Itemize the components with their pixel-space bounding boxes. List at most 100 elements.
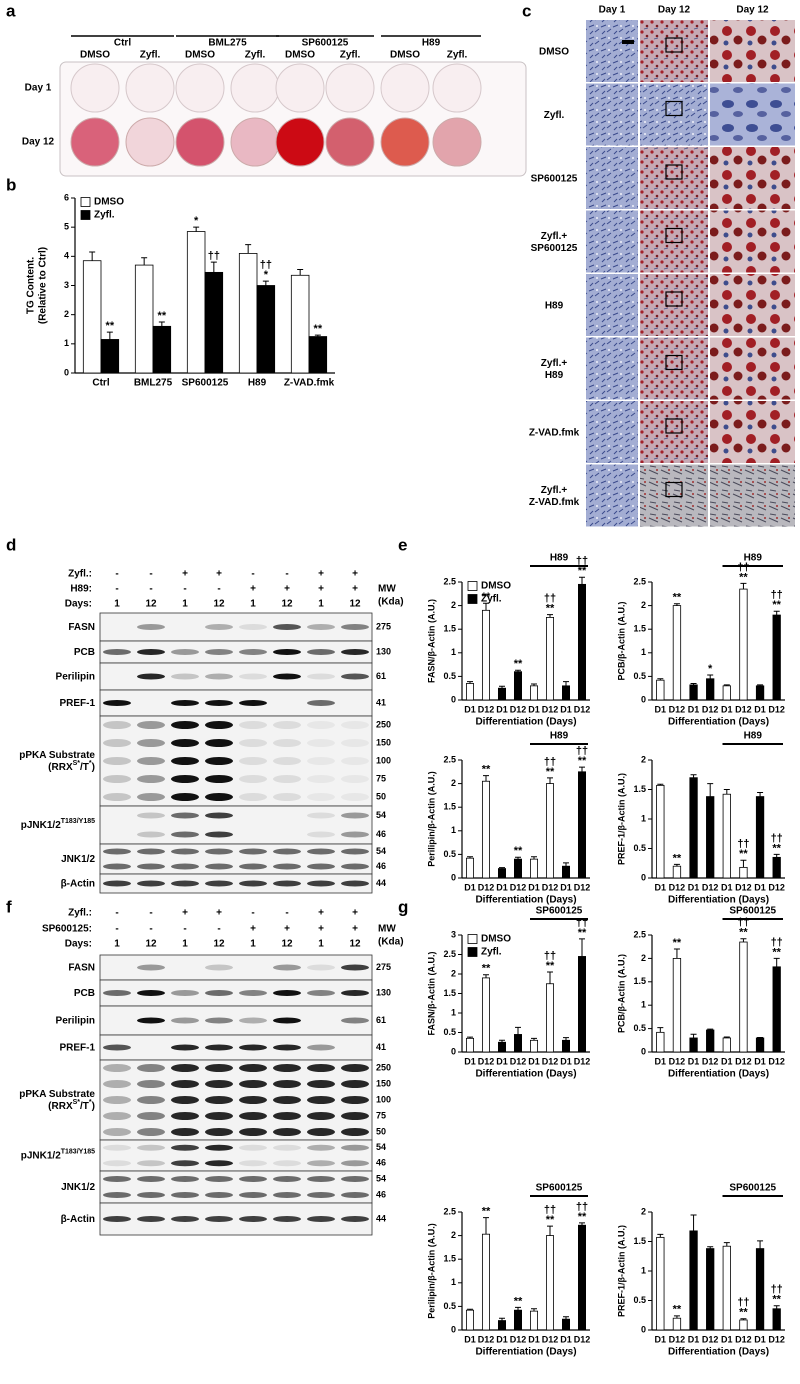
band: [307, 1144, 335, 1151]
error-bar: [515, 856, 521, 860]
significance: **: [546, 960, 555, 972]
error-bar: [723, 1242, 730, 1247]
band: [341, 1080, 369, 1088]
band: [103, 1064, 131, 1072]
bar: [514, 858, 523, 879]
band: [103, 757, 131, 765]
x-tick-label: D1: [754, 704, 766, 714]
band: [137, 848, 165, 855]
band: [341, 1160, 369, 1167]
lane-label: 1: [318, 599, 324, 610]
bar: [689, 684, 698, 701]
significance: **: [514, 1295, 523, 1307]
treatment-label: H89:: [70, 584, 92, 595]
band: [307, 624, 335, 630]
lane-label: +: [182, 569, 188, 580]
bar: [465, 1309, 474, 1331]
significance: ††: [576, 555, 588, 567]
x-axis-title: Differentiation (Days): [668, 895, 769, 906]
mw-label: 46: [376, 1158, 386, 1168]
band: [307, 990, 335, 996]
well: [275, 117, 325, 167]
y-tick-label: 2: [451, 1230, 456, 1240]
band: [307, 775, 335, 783]
lane-label: -: [183, 584, 186, 595]
band: [103, 775, 131, 783]
row-label: Zyfl.+: [541, 485, 568, 496]
y-tick-label: 1.5: [443, 624, 456, 634]
legend-swatch: [467, 934, 478, 944]
mw-label: 150: [376, 1078, 391, 1088]
zoom-box: [665, 418, 683, 434]
significance: **: [578, 1211, 587, 1223]
significance: **: [673, 592, 682, 604]
error-bar: [690, 1033, 697, 1038]
row-label: DMSO: [539, 46, 569, 57]
lane-label: +: [318, 924, 324, 935]
superscript: S*: [73, 1099, 81, 1106]
band: [137, 721, 165, 729]
blot-label: PREF-1: [59, 1042, 95, 1053]
x-tick-label: D12: [510, 704, 527, 714]
significance: **: [673, 937, 682, 949]
label-part: JNK1/2: [61, 854, 95, 865]
y-tick-label: 2: [451, 968, 456, 978]
y-tick-label: 1.5: [633, 624, 646, 634]
micrograph-zoom: [710, 20, 795, 82]
bar: [739, 866, 748, 879]
blot-label: Perilipin: [56, 1015, 95, 1026]
lane-label: -: [217, 924, 220, 935]
lane-label: +: [284, 924, 290, 935]
label-part: /T: [80, 762, 89, 773]
band: [205, 880, 233, 887]
y-tick-label: 0: [641, 1046, 646, 1056]
bar: [722, 1245, 731, 1331]
significance: ††: [544, 592, 556, 604]
error-bar: [579, 766, 585, 772]
treatment-label: Days:: [65, 939, 92, 950]
error-bar: [740, 1318, 747, 1320]
significance: ††: [576, 1201, 588, 1213]
error-bar: [499, 1039, 505, 1043]
x-tick-label: D12: [735, 1334, 752, 1344]
x-tick-label: D1: [496, 1334, 508, 1344]
bar: [578, 583, 587, 701]
bar: [578, 1224, 587, 1331]
bar: [772, 856, 781, 879]
micrograph-zoom: [710, 274, 795, 336]
y-tick-label: 0: [451, 694, 456, 704]
band: [239, 848, 267, 855]
error-bar: [657, 1233, 664, 1238]
legend-swatch: [80, 210, 91, 220]
panel-label: c: [522, 1, 531, 20]
blot-label: FASN: [68, 622, 95, 633]
micrograph-zoom: [710, 401, 795, 463]
error-bar: [563, 862, 569, 867]
y-tick-label: 1.5: [633, 976, 646, 986]
x-tick-label: D1: [464, 1334, 476, 1344]
mw-header: MW: [378, 924, 396, 935]
x-axis-title: Differentiation (Days): [475, 1347, 576, 1358]
y-tick-label: 3: [451, 929, 456, 939]
legend-label: Zyfl.: [94, 210, 115, 221]
lane-label: 12: [213, 599, 225, 610]
band: [171, 1064, 199, 1072]
error-bar: [547, 614, 553, 618]
panel-label: e: [398, 535, 407, 554]
x-tick-label: D12: [702, 1334, 719, 1344]
label-part: β-Actin: [61, 878, 95, 889]
lane-label: +: [318, 908, 324, 919]
x-tick-label: D12: [768, 704, 785, 714]
band: [171, 1144, 199, 1151]
bar: [497, 1320, 506, 1331]
error-bar: [707, 1028, 714, 1030]
lane-label: -: [285, 908, 288, 919]
x-tick-label: D1: [528, 1334, 540, 1344]
lane-label: 1: [318, 939, 324, 950]
y-tick-label: 4: [64, 251, 69, 261]
band: [239, 649, 267, 655]
band: [103, 1096, 131, 1104]
row-label: SP600125: [531, 243, 578, 254]
column-header: Day 12: [736, 5, 769, 16]
